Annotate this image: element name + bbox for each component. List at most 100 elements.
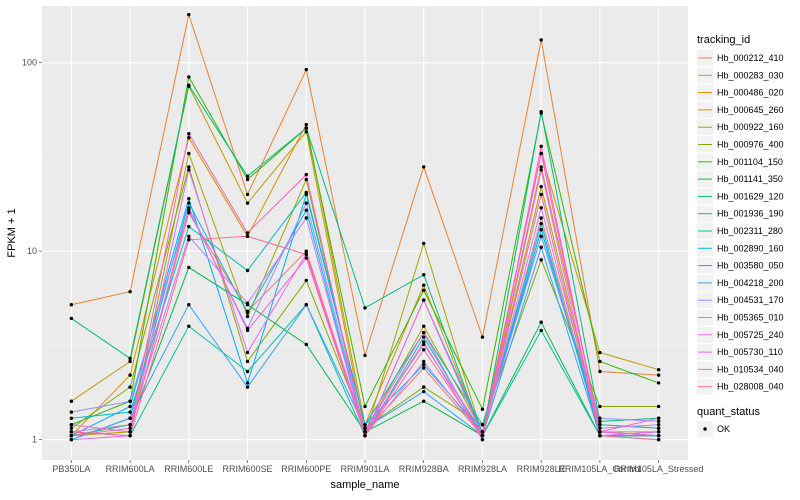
data-point	[539, 328, 543, 333]
legend-label: Hb_001141_350	[717, 174, 783, 184]
data-point	[539, 258, 543, 262]
data-point	[422, 335, 426, 339]
x-tick-label: RRIM600LE	[164, 464, 213, 474]
data-point	[656, 426, 661, 430]
data-point	[363, 423, 367, 427]
legend-label: Hb_000645_260	[717, 105, 784, 115]
data-point	[187, 303, 191, 307]
data-point	[69, 316, 74, 321]
data-point	[187, 151, 191, 156]
quant-status-label: OK	[717, 424, 730, 434]
data-point	[304, 172, 308, 177]
data-point	[245, 268, 250, 273]
data-point	[422, 324, 426, 328]
quant-status-legend-title: quant_status	[697, 406, 760, 418]
legend-label: Hb_002311_280	[717, 226, 783, 236]
data-point	[69, 433, 74, 438]
data-point	[598, 433, 602, 438]
data-point	[187, 211, 191, 215]
data-point	[363, 426, 367, 430]
legend-label: Hb_001936_190	[717, 209, 784, 219]
legend-label: Hb_002890_160	[717, 243, 784, 253]
data-point	[187, 165, 191, 169]
data-point	[304, 216, 308, 220]
x-tick-label: RRIM928BA	[399, 464, 449, 474]
data-point	[304, 256, 308, 260]
data-point	[598, 426, 602, 430]
data-point	[69, 410, 74, 414]
data-point	[539, 144, 543, 149]
data-point	[128, 359, 132, 364]
data-point	[598, 350, 602, 355]
data-point	[422, 359, 426, 364]
data-point	[245, 177, 250, 182]
data-point	[245, 381, 250, 385]
data-point	[187, 208, 191, 212]
x-tick-label: RRIM928LA	[458, 464, 507, 474]
data-point	[422, 165, 426, 169]
data-point	[656, 381, 661, 385]
legend-label: Hb_028008_040	[717, 382, 784, 392]
data-point	[187, 83, 191, 87]
data-point	[422, 389, 426, 394]
data-point	[245, 301, 250, 305]
data-point	[656, 368, 661, 372]
data-point	[422, 366, 426, 370]
data-point	[422, 385, 426, 389]
data-point	[539, 221, 543, 226]
data-point	[304, 192, 308, 197]
data-point	[539, 206, 543, 210]
data-point	[598, 419, 602, 424]
y-tick-label: 1	[32, 435, 37, 445]
data-point	[69, 303, 74, 307]
data-point	[245, 192, 250, 197]
data-point	[304, 122, 308, 127]
data-point	[422, 362, 426, 367]
data-point	[187, 201, 191, 205]
data-point	[656, 419, 661, 424]
data-point	[187, 12, 191, 17]
data-point	[187, 224, 191, 229]
data-point	[539, 320, 543, 324]
data-point	[187, 265, 191, 270]
data-point	[422, 348, 426, 352]
data-point	[187, 168, 191, 172]
data-point	[363, 430, 367, 434]
data-point	[128, 289, 132, 294]
data-point	[539, 165, 543, 169]
data-point	[69, 437, 74, 442]
data-point	[422, 298, 426, 302]
data-point	[245, 328, 250, 333]
legend-label: Hb_000922_160	[717, 122, 784, 132]
data-point	[128, 433, 132, 438]
data-point	[245, 201, 250, 205]
data-point	[245, 359, 250, 364]
data-point	[598, 369, 602, 374]
x-tick-label: RRIM105LA_Stressed	[614, 464, 704, 474]
data-point	[128, 410, 132, 414]
data-point	[656, 416, 661, 420]
data-point	[187, 75, 191, 79]
legend-title: tracking_id	[697, 34, 750, 46]
data-point	[539, 234, 543, 238]
data-point	[304, 342, 308, 347]
data-point	[128, 385, 132, 389]
data-point	[656, 437, 661, 442]
data-point	[422, 330, 426, 335]
data-point	[539, 38, 543, 42]
data-point	[539, 228, 543, 232]
y-tick-label: 10	[27, 246, 37, 256]
data-point	[480, 437, 485, 442]
data-point	[187, 196, 191, 201]
data-point	[128, 423, 132, 427]
data-point	[69, 416, 74, 420]
data-point	[598, 416, 602, 420]
data-point	[128, 426, 132, 430]
data-point	[539, 184, 543, 189]
x-tick-label: RRIM600PE	[281, 464, 331, 474]
data-point	[422, 340, 426, 344]
data-point	[363, 306, 367, 310]
data-point	[480, 430, 485, 434]
data-point	[128, 373, 132, 377]
